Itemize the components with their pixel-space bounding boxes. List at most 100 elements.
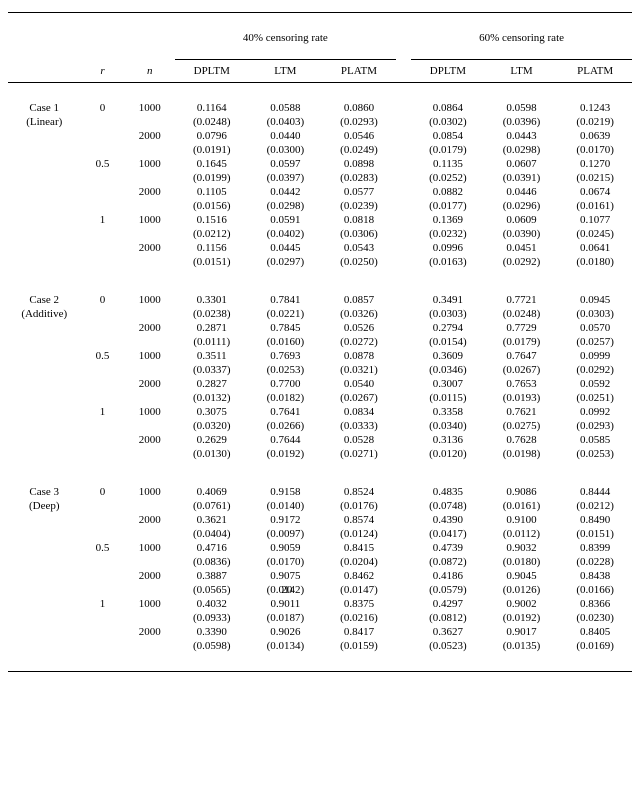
cell-se: (0.0337) [175,363,249,377]
cell-se: (0.0266) [249,419,323,433]
cell-se: (0.0135) [485,639,559,653]
cell-value: 0.3075 [175,405,249,419]
cell-se: (0.0134) [249,639,323,653]
cell-value: 0.1156 [175,241,249,255]
cell-value: 0.3511 [175,349,249,363]
cell-se: (0.0169) [558,639,632,653]
cell-se: (0.0230) [558,611,632,625]
cell-value: 0.0898 [322,157,396,171]
cell-se: (0.0390) [485,227,559,241]
cell-value: 0.2794 [411,321,485,335]
cell-value: 0.0445 [249,241,323,255]
cell-value: 0.3390 [175,625,249,639]
cell-se: (0.0292) [558,363,632,377]
cell-value: 0.8405 [558,625,632,639]
cell-se: (0.0111) [175,335,249,349]
cell-se: (0.0298) [485,143,559,157]
cell-value: 0.0674 [558,185,632,199]
n-value: 2000 [124,569,175,583]
n-value: 2000 [124,625,175,639]
cell-se: (0.0397) [249,171,323,185]
cell-value: 0.0528 [322,433,396,447]
cell-se: (0.0253) [558,447,632,461]
cell-value: 0.8574 [322,513,396,527]
cell-value: 0.7653 [485,377,559,391]
cell-value: 0.8375 [322,597,396,611]
cell-se: (0.0215) [558,171,632,185]
cell-se: (0.0170) [558,143,632,157]
results-table: 40% censoring rate60% censoring raternDP… [8,12,632,672]
cell-se: (0.0239) [322,199,396,213]
cell-value: 0.0540 [322,377,396,391]
cell-value: 0.8415 [322,541,396,555]
cell-value: 0.0588 [249,101,323,115]
cell-value: 0.1270 [558,157,632,171]
cell-value: 0.0609 [485,213,559,227]
cell-se: (0.0417) [411,527,485,541]
cell-se: (0.0402) [249,227,323,241]
cell-value: 0.0526 [322,321,396,335]
cell-se: (0.0523) [411,639,485,653]
cell-se: (0.0156) [175,199,249,213]
cell-se: (0.0250) [322,255,396,269]
cell-value: 0.2629 [175,433,249,447]
cell-se: (0.0161) [485,499,559,513]
cell-value: 0.9158 [249,485,323,499]
cell-se: (0.0271) [322,447,396,461]
cell-value: 0.0577 [322,185,396,199]
n-value: 1000 [124,101,175,115]
cell-se: (0.0132) [175,391,249,405]
cell-value: 0.9075 [249,569,323,583]
n-value: 2000 [124,377,175,391]
cell-se: (0.0257) [558,335,632,349]
cell-value: 0.7644 [249,433,323,447]
cell-se: (0.0933) [175,611,249,625]
cell-se: (0.0177) [411,199,485,213]
cell-value: 0.8490 [558,513,632,527]
cell-value: 0.0857 [322,293,396,307]
cell-se: (0.0579) [411,583,485,597]
cell-value: 0.4032 [175,597,249,611]
cell-value: 0.4716 [175,541,249,555]
cell-se: (0.0275) [485,419,559,433]
cell-value: 0.8366 [558,597,632,611]
cell-value: 0.0446 [485,185,559,199]
cell-se: (0.0182) [249,391,323,405]
case-sub: (Linear) [8,115,81,129]
cell-se: (0.0198) [485,447,559,461]
cell-se: (0.0320) [175,419,249,433]
cell-se: (0.0130) [175,447,249,461]
cell-value: 0.4835 [411,485,485,499]
cell-se: (0.0252) [411,171,485,185]
cell-value: 0.1164 [175,101,249,115]
cell-value: 0.1369 [411,213,485,227]
cell-se: (0.0300) [249,143,323,157]
cell-se: (0.0176) [322,499,396,513]
r-value: 0 [81,293,125,307]
cell-se: (0.0248) [175,115,249,129]
cell-se: (0.0151) [558,527,632,541]
cell-value: 0.0585 [558,433,632,447]
r-value: 0.5 [81,541,125,555]
cell-value: 0.9026 [249,625,323,639]
r-value: 1 [81,597,125,611]
header-n: n [124,64,175,78]
cell-se: (0.0404) [175,527,249,541]
cell-se: (0.0326) [322,307,396,321]
cell-se: (0.0187) [249,611,323,625]
cell-value: 0.0546 [322,129,396,143]
cell-value: 0.0440 [249,129,323,143]
cell-se: (0.0212) [175,227,249,241]
header-r: r [81,64,125,78]
cell-value: 0.0443 [485,129,559,143]
cell-value: 0.0598 [485,101,559,115]
cell-se: (0.0293) [558,419,632,433]
cell-se: (0.0166) [558,583,632,597]
cell-value: 0.0796 [175,129,249,143]
n-value: 2000 [124,433,175,447]
cell-se: (0.0306) [322,227,396,241]
cell-value: 0.8524 [322,485,396,499]
cell-value: 0.3358 [411,405,485,419]
cell-value: 0.0992 [558,405,632,419]
header-method: LTM [249,64,323,78]
